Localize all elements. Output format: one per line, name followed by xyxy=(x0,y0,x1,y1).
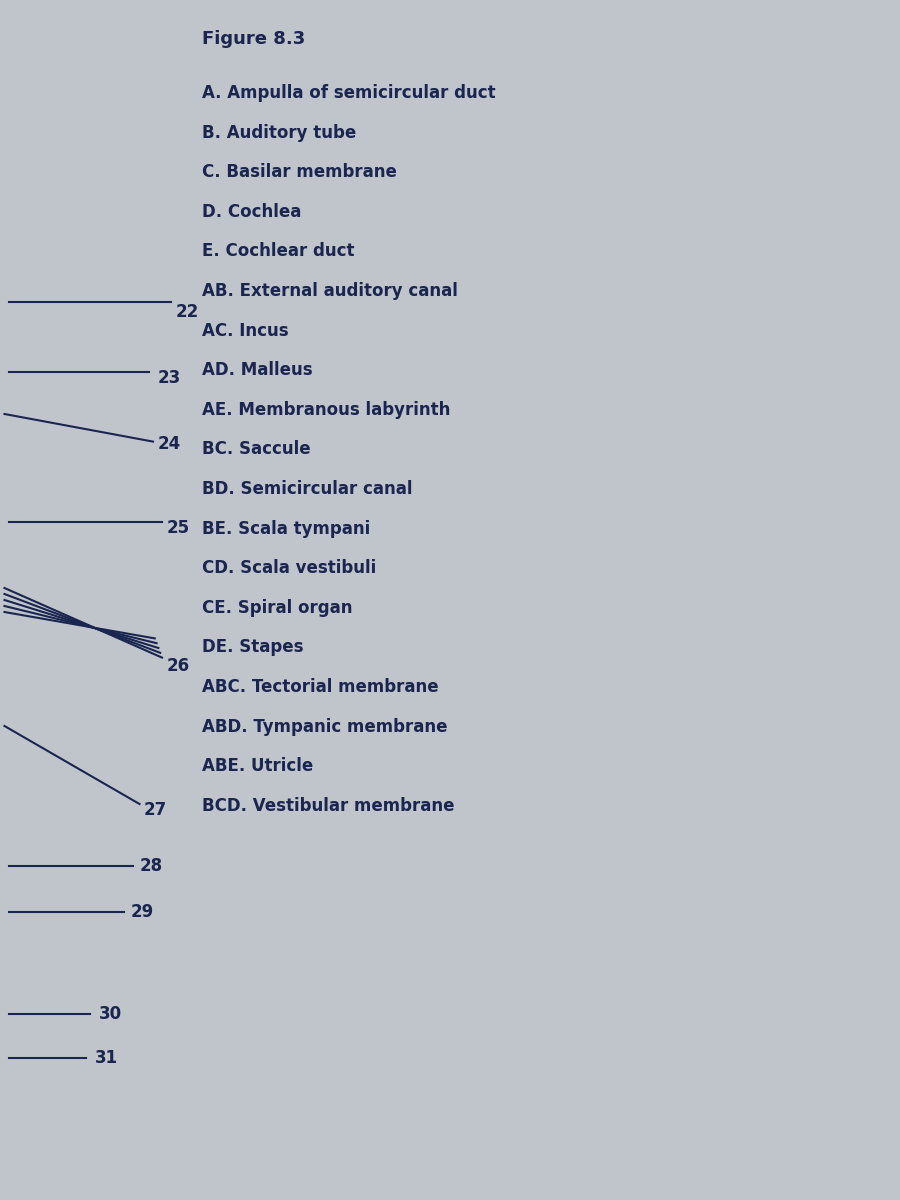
Text: 24: 24 xyxy=(158,434,181,452)
Text: AD. Malleus: AD. Malleus xyxy=(202,361,313,379)
Text: DE. Stapes: DE. Stapes xyxy=(202,638,304,656)
Text: ABE. Utricle: ABE. Utricle xyxy=(202,757,314,775)
Text: BD. Semicircular canal: BD. Semicircular canal xyxy=(202,480,413,498)
Text: B. Auditory tube: B. Auditory tube xyxy=(202,124,356,142)
Text: C. Basilar membrane: C. Basilar membrane xyxy=(202,163,398,181)
Text: 31: 31 xyxy=(94,1049,118,1068)
Text: BCD. Vestibular membrane: BCD. Vestibular membrane xyxy=(202,797,455,815)
Text: 22: 22 xyxy=(176,302,199,320)
Text: Figure 8.3: Figure 8.3 xyxy=(202,30,306,48)
Text: ABC. Tectorial membrane: ABC. Tectorial membrane xyxy=(202,678,439,696)
Text: 23: 23 xyxy=(158,368,181,386)
Text: AB. External auditory canal: AB. External auditory canal xyxy=(202,282,458,300)
Text: 29: 29 xyxy=(130,902,154,922)
Text: CE. Spiral organ: CE. Spiral organ xyxy=(202,599,353,617)
Text: BE. Scala tympani: BE. Scala tympani xyxy=(202,520,371,538)
Text: 30: 30 xyxy=(99,1006,122,1022)
Text: 28: 28 xyxy=(140,857,163,876)
Text: AE. Membranous labyrinth: AE. Membranous labyrinth xyxy=(202,401,451,419)
Text: BC. Saccule: BC. Saccule xyxy=(202,440,311,458)
Text: 25: 25 xyxy=(166,518,190,536)
Text: CD. Scala vestibuli: CD. Scala vestibuli xyxy=(202,559,377,577)
Text: A. Ampulla of semicircular duct: A. Ampulla of semicircular duct xyxy=(202,84,496,102)
Text: 26: 26 xyxy=(166,658,190,674)
Text: E. Cochlear duct: E. Cochlear duct xyxy=(202,242,355,260)
Text: ABD. Tympanic membrane: ABD. Tympanic membrane xyxy=(202,718,448,736)
Text: D. Cochlea: D. Cochlea xyxy=(202,203,302,221)
Text: AC. Incus: AC. Incus xyxy=(202,322,289,340)
Text: 27: 27 xyxy=(144,802,167,818)
